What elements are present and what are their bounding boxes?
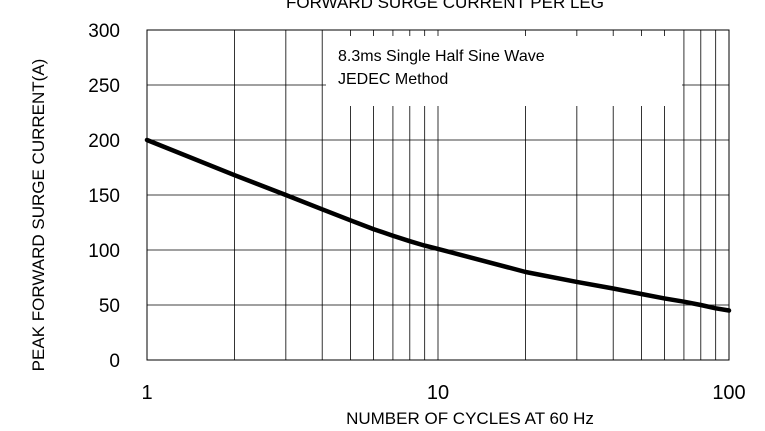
annotation-box bbox=[326, 36, 682, 106]
y-tick-label: 100 bbox=[88, 241, 120, 262]
y-tick-label: 200 bbox=[88, 131, 120, 152]
chart-title: FORWARD SURGE CURRENT PER LEG bbox=[286, 0, 604, 12]
y-tick-label: 0 bbox=[109, 351, 120, 372]
x-tick-labels: 1 10 100 bbox=[141, 382, 745, 404]
y-tick-label: 300 bbox=[88, 21, 120, 42]
x-tick-label: 100 bbox=[712, 382, 745, 404]
annotation-text-2: JEDEC Method bbox=[338, 71, 448, 88]
y-axis-title: PEAK FORWARD SURGE CURRENT(A) bbox=[29, 59, 48, 372]
series-line bbox=[144, 137, 732, 313]
plot-frame bbox=[146, 29, 730, 361]
x-axis-title: NUMBER OF CYCLES AT 60 Hz bbox=[346, 409, 594, 428]
x-tick-label: 10 bbox=[427, 382, 449, 404]
y-tick-label: 150 bbox=[88, 186, 120, 207]
annotation-text-1: 8.3ms Single Half Sine Wave bbox=[338, 48, 545, 65]
y-tick-label: 50 bbox=[99, 296, 120, 317]
y-tick-labels: 0 50 100 150 200 250 300 bbox=[88, 21, 120, 372]
x-tick-label: 1 bbox=[141, 382, 152, 404]
y-tick-label: 250 bbox=[88, 76, 120, 97]
